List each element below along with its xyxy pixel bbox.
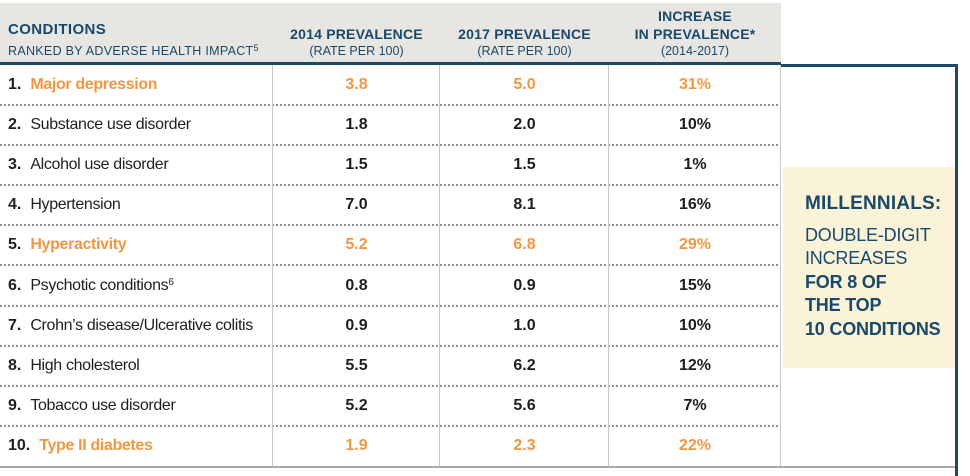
condition-cell: 6. Psychotic conditions6 xyxy=(0,277,273,295)
table-header: CONDITIONS RANKED BY ADVERSE HEALTH IMPA… xyxy=(0,3,781,62)
callout-line: 10 CONDITIONS xyxy=(805,318,941,339)
callout-line: THE TOP xyxy=(805,295,882,316)
prevalence-2014-cell: 5.2 xyxy=(345,236,368,254)
increase-cell: 12% xyxy=(678,356,712,374)
table-body: 1. Major depression 3.8 5.0 31% 2. Substan… xyxy=(0,65,781,466)
column-separator-2 xyxy=(439,65,440,466)
condition-cell: 10. Type II diabetes xyxy=(0,437,273,455)
callout-title: MILLENNIALS: xyxy=(805,193,942,214)
header-conditions-title: CONDITIONS xyxy=(8,21,107,38)
callout-lines: DOUBLE-DIGIT INCREASES FOR 8 OF THE TOP 10 C… xyxy=(805,224,945,341)
prevalence-2017-cell: 5.0 xyxy=(513,76,536,94)
increase-cell: 1% xyxy=(683,156,707,174)
condition-rank: 8. xyxy=(8,356,22,374)
callout-line: INCREASES xyxy=(805,248,908,269)
prevalence-2017-cell: 5.6 xyxy=(513,396,536,414)
panel-top-border xyxy=(781,64,958,67)
table-row: 9. Tobacco use disorder 5.2 5.6 7% xyxy=(0,384,781,426)
table-row: 2. Substance use disorder 1.8 2.0 10% xyxy=(0,104,781,145)
table-bottom-rule xyxy=(0,466,956,468)
condition-rank: 7. xyxy=(8,316,22,334)
table-row: 10. Type II diabetes 1.9 2.3 22% xyxy=(0,424,781,466)
condition-rank: 6. xyxy=(8,276,22,294)
table-row: 5. Hyperactivity 5.2 6.8 29% xyxy=(0,224,781,265)
header-conditions-subtitle: RANKED BY ADVERSE HEALTH IMPACT5 xyxy=(8,43,259,58)
table-row: 8. High cholesterol 5.5 6.2 12% xyxy=(0,344,781,386)
millennials-callout: MILLENNIALS: DOUBLE-DIGIT INCREASES FOR 8 … xyxy=(783,167,955,368)
condition-cell: 4. Hypertension xyxy=(0,196,273,214)
condition-name: Crohn’s disease/Ulcerative colitis xyxy=(30,316,253,334)
condition-name: High cholesterol xyxy=(30,356,140,374)
condition-name: Tobacco use disorder xyxy=(30,396,176,414)
increase-cell: 10% xyxy=(678,316,712,334)
condition-cell: 9. Tobacco use disorder xyxy=(0,397,273,415)
header-increase: INCREASE IN PREVALENCE* (2014-2017) xyxy=(634,8,756,58)
prevalence-2017-cell: 2.3 xyxy=(513,436,536,454)
prevalence-2017-cell: 8.1 xyxy=(513,196,536,214)
condition-rank: 1. xyxy=(8,76,22,94)
increase-cell: 10% xyxy=(678,116,712,134)
prevalence-2014-cell: 0.9 xyxy=(345,316,368,334)
prevalence-2014-cell: 1.8 xyxy=(345,116,368,134)
condition-name: Substance use disorder xyxy=(30,116,191,134)
footnote-ref-5: 5 xyxy=(253,43,259,53)
condition-cell: 8. High cholesterol xyxy=(0,357,273,375)
callout-line: DOUBLE-DIGIT xyxy=(805,225,931,245)
condition-name: Psychotic conditions xyxy=(30,276,169,294)
footnote-ref: 6 xyxy=(168,276,174,288)
condition-rank: 5. xyxy=(8,236,22,254)
prevalence-2014-cell: 3.8 xyxy=(345,76,368,94)
table-row: 4. Hypertension 7.0 8.1 16% xyxy=(0,184,781,225)
table-row: 7. Crohn’s disease/Ulcerative colitis 0.9… xyxy=(0,304,781,346)
header-conditions: CONDITIONS RANKED BY ADVERSE HEALTH IMPA… xyxy=(8,20,259,59)
prevalence-2017-cell: 1.0 xyxy=(513,316,536,334)
increase-cell: 7% xyxy=(683,396,707,414)
prevalence-2014-cell: 1.9 xyxy=(345,436,368,454)
condition-name: Hypertension xyxy=(30,196,121,214)
condition-name: Major depression xyxy=(30,76,158,94)
prevalence-2014-cell: 5.2 xyxy=(345,396,368,414)
callout-line: FOR 8 OF xyxy=(805,271,887,292)
prevalence-2014-cell: 7.0 xyxy=(345,196,368,214)
prevalence-2017-cell: 6.2 xyxy=(513,356,536,374)
condition-name: Alcohol use disorder xyxy=(30,156,169,174)
prevalence-2014-cell: 1.5 xyxy=(345,156,368,174)
condition-rank: 2. xyxy=(8,116,22,134)
prevalence-2014-cell: 5.5 xyxy=(345,356,368,374)
column-separator-3 xyxy=(608,65,609,466)
header-bottom-rule xyxy=(0,62,781,65)
increase-cell: 16% xyxy=(678,196,712,214)
table-row: 1. Major depression 3.8 5.0 31% xyxy=(0,65,781,105)
increase-cell: 29% xyxy=(678,236,712,254)
condition-rank: 3. xyxy=(8,156,22,174)
condition-name: Hyperactivity xyxy=(30,236,127,254)
condition-rank: 9. xyxy=(8,396,22,414)
column-separator-4 xyxy=(780,65,781,466)
panel-right-border xyxy=(955,64,958,476)
condition-cell: 1. Major depression xyxy=(0,76,273,94)
header-2014-prevalence: 2014 PREVALENCE (RATE PER 100) xyxy=(290,26,423,58)
prevalence-2017-cell: 6.8 xyxy=(513,236,536,254)
header-2017-prevalence: 2017 PREVALENCE (RATE PER 100) xyxy=(458,26,591,58)
condition-cell: 3. Alcohol use disorder xyxy=(0,156,273,174)
increase-cell: 15% xyxy=(678,276,712,294)
table-row: 3. Alcohol use disorder 1.5 1.5 1% xyxy=(0,144,781,185)
prevalence-2014-cell: 0.8 xyxy=(345,276,368,294)
condition-rank: 10. xyxy=(8,436,31,454)
condition-cell: 7. Crohn’s disease/Ulcerative colitis xyxy=(0,317,273,335)
condition-cell: 2. Substance use disorder xyxy=(0,116,273,134)
prevalence-2017-cell: 0.9 xyxy=(513,276,536,294)
condition-cell: 5. Hyperactivity xyxy=(0,236,273,254)
prevalence-2017-cell: 1.5 xyxy=(513,156,536,174)
condition-name: Type II diabetes xyxy=(39,436,153,454)
condition-rank: 4. xyxy=(8,196,22,214)
increase-cell: 22% xyxy=(678,436,712,454)
column-separator-1 xyxy=(272,65,273,466)
table-row: 6. Psychotic conditions6 0.8 0.9 15% xyxy=(0,264,781,305)
increase-cell: 31% xyxy=(678,76,712,94)
prevalence-2017-cell: 2.0 xyxy=(513,116,536,134)
